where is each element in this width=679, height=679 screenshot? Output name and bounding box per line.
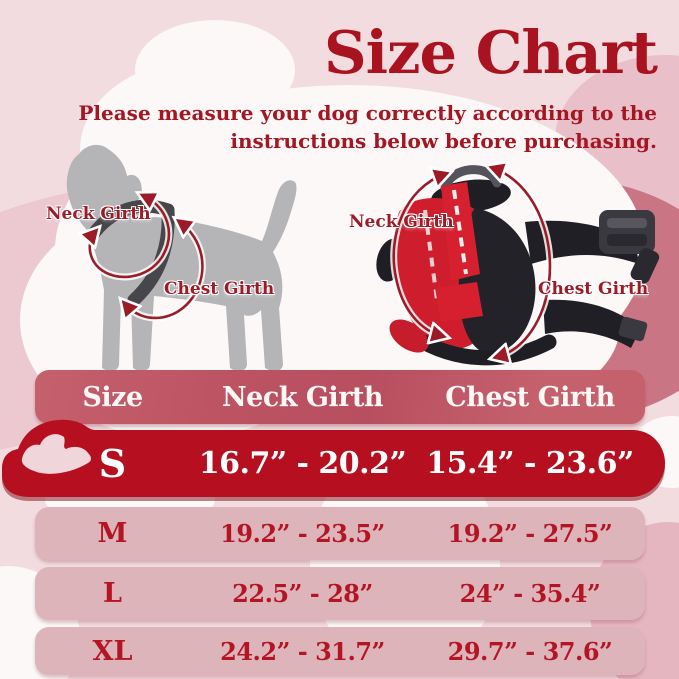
size-table-header: Size Neck Girth Chest Girth xyxy=(35,370,645,424)
cell-size-s: S xyxy=(98,441,127,486)
cell-neck-m: 19.2” - 23.5” xyxy=(220,519,385,548)
harness-lower-red-band xyxy=(435,282,483,322)
chest-girth-arrow xyxy=(493,168,552,357)
cell-size-l: L xyxy=(103,578,122,609)
harness-illustration xyxy=(376,150,660,368)
dog-silhouette-illustration xyxy=(66,144,297,372)
cell-chest-s: 15.4” - 23.6” xyxy=(426,446,634,481)
harness-red-trim xyxy=(389,319,429,353)
harness-neck-girth-label: Neck Girth xyxy=(349,212,454,232)
cell-neck-l: 22.5” - 28” xyxy=(232,579,373,608)
dog-neck-girth-label: Neck Girth xyxy=(46,204,151,224)
harness-strap-tail xyxy=(630,247,660,284)
cell-size-m: M xyxy=(97,518,128,549)
dog-head-cutout xyxy=(21,434,91,474)
harness-lower-side-strap xyxy=(543,299,641,348)
subtitle: Please measure your dog correctly accord… xyxy=(78,100,657,155)
dog-silhouette xyxy=(66,144,297,372)
cell-chest-xl: 29.7” - 37.6” xyxy=(447,636,613,666)
cell-chest-l: 24” - 35.4” xyxy=(459,579,601,608)
dog-head-pill xyxy=(2,419,665,497)
dog-chest-girth-label: Chest Girth xyxy=(164,279,275,299)
chest-girth-arrow xyxy=(125,222,204,318)
cell-neck-xl: 24.2” - 31.7” xyxy=(220,636,385,666)
table-row-m: M 19.2” - 23.5” 19.2” - 27.5” xyxy=(35,507,645,560)
harness-chest-girth-label: Chest Girth xyxy=(538,279,649,299)
header-cell-chest-girth: Chest Girth xyxy=(445,381,615,413)
harness-slider xyxy=(618,316,648,342)
header-cell-neck-girth: Neck Girth xyxy=(221,381,384,413)
subtitle-line-1: Please measure your dog correctly accord… xyxy=(78,101,657,125)
table-row-xl: XL 24.2” - 31.7” 29.7” - 37.6” xyxy=(35,627,645,675)
cell-size-xl: XL xyxy=(92,635,133,667)
neck-girth-arrow xyxy=(392,174,445,336)
subtitle-line-2: instructions below before purchasing. xyxy=(230,128,657,153)
harness-buckle xyxy=(599,210,655,254)
cell-neck-s: 16.7” - 20.2” xyxy=(198,446,407,481)
cell-chest-m: 19.2” - 27.5” xyxy=(447,519,613,548)
highlighted-row-shape xyxy=(2,419,665,501)
table-row-l: L 22.5” - 28” 24” - 35.4” xyxy=(35,567,645,620)
table-row-s: S 16.7” - 20.2” 15.4” - 23.6” xyxy=(35,430,645,497)
header-cell-size: Size xyxy=(82,381,143,413)
page-title: Size Chart xyxy=(323,18,658,87)
